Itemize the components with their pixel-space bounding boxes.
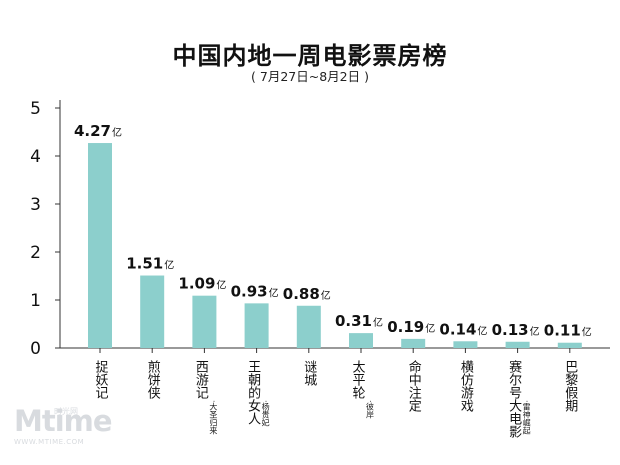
data-label-value: 4.27 (74, 122, 111, 140)
data-label-value: 1.09 (178, 275, 215, 293)
y-tick-label: 5 (30, 99, 41, 119)
x-category-label: 王朝的女人 (245, 360, 261, 425)
x-category-label: 巴黎假期 (562, 360, 578, 413)
bar (192, 295, 217, 348)
x-category-label: 命中注定 (406, 359, 422, 413)
data-label-value: 0.31 (335, 312, 372, 330)
bar (296, 305, 321, 348)
data-label: 4.27亿 (74, 122, 122, 140)
data-label-value: 0.14 (439, 320, 476, 338)
x-category-label: 横仿游戏 (458, 360, 474, 413)
data-label: 0.13亿 (492, 321, 540, 339)
data-label-unit: 亿 (269, 286, 279, 299)
y-tick-label: 1 (30, 291, 41, 311)
data-label-unit: 亿 (112, 126, 122, 139)
data-label-unit: 亿 (582, 326, 592, 339)
bar (557, 342, 582, 348)
bar (140, 275, 165, 348)
data-label: 0.14亿 (439, 320, 487, 338)
data-label-unit: 亿 (425, 322, 435, 335)
y-tick-label: 4 (30, 147, 41, 167)
bar (401, 338, 426, 348)
data-label-unit: 亿 (373, 316, 383, 329)
bar (453, 341, 478, 348)
y-tick-label: 0 (30, 339, 41, 359)
x-category-label: 煎饼侠 (145, 359, 161, 399)
x-category-label: 太平轮 (350, 360, 366, 400)
watermark-url: WWW.MTIME.COM (14, 438, 85, 446)
data-label: 0.31亿 (335, 312, 383, 330)
x-category-label: 谜城 (301, 360, 317, 387)
data-label: 0.93亿 (231, 282, 279, 300)
y-tick-label: 3 (30, 195, 41, 215)
x-category-sublabel: ·大圣归来 (209, 400, 218, 436)
data-label: 0.19亿 (387, 318, 435, 336)
bar (88, 143, 112, 348)
x-category-sublabel: ·雷神崛起 (522, 400, 531, 436)
data-label-value: 0.11 (544, 322, 581, 340)
data-label-unit: 亿 (216, 279, 226, 292)
x-category-label: 西游记 (193, 360, 209, 399)
data-label-value: 0.13 (492, 321, 529, 339)
bar (244, 303, 269, 348)
data-label: 0.11亿 (544, 322, 592, 340)
data-label: 1.51亿 (126, 255, 174, 273)
data-label-value: 1.51 (126, 255, 163, 273)
data-label-unit: 亿 (477, 324, 487, 337)
x-category-sublabel: ·杨贵妃 (261, 400, 270, 428)
data-label-unit: 亿 (164, 259, 174, 272)
bar (505, 341, 530, 348)
bar (349, 333, 373, 348)
data-label-unit: 亿 (321, 289, 331, 302)
data-label-value: 0.19 (387, 318, 424, 336)
x-category-label: 赛尔号大电影 (506, 359, 522, 438)
data-label-value: 0.88 (283, 285, 320, 303)
data-label-value: 0.93 (231, 282, 268, 300)
data-label: 1.09亿 (178, 275, 226, 293)
data-label-unit: 亿 (530, 325, 540, 338)
chart-title: 中国内地一周电影票房榜 (172, 42, 448, 70)
y-tick-label: 2 (30, 243, 41, 263)
data-label: 0.88亿 (283, 285, 331, 303)
x-category-sublabel: ·彼岸 (366, 400, 375, 420)
chart-subtitle: ( 7月27日~8月2日 ) (251, 69, 369, 84)
x-category-label: 捉妖记 (93, 360, 109, 399)
